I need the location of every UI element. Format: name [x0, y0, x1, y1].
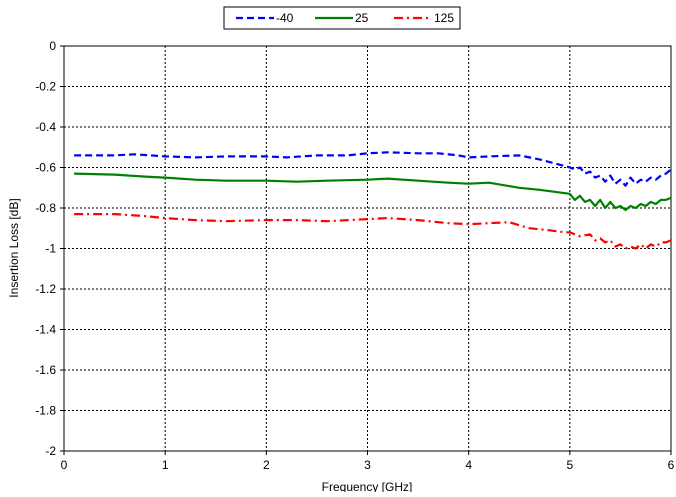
x-tick-labels: 0 1 2 3 4 5 6: [61, 451, 675, 472]
x-tick-label: 0: [61, 458, 68, 472]
y-tick-label: -1.8: [35, 404, 56, 418]
legend-label: -40: [276, 11, 294, 25]
series-line: [74, 172, 672, 212]
legend-label: 25: [355, 11, 369, 25]
y-tick-label: -1.2: [35, 282, 56, 296]
x-tick-label: 2: [263, 458, 270, 472]
series-line: [74, 151, 672, 187]
y-tick-label: -2: [45, 444, 56, 458]
y-tick-label: -0.8: [35, 201, 56, 215]
y-tick-label: -0.2: [35, 80, 56, 94]
x-tick-label: 4: [465, 458, 472, 472]
y-tick-labels: 0 -0.2 -0.4 -0.6 -0.8 -1 -1.2 -1.4 -1.6 -1.8 -2: [35, 39, 64, 458]
y-tick-label: -1.4: [35, 323, 56, 337]
y-tick-label: 0: [49, 39, 56, 53]
legend: -40 25 125: [223, 6, 461, 30]
x-tick-label: 5: [566, 458, 573, 472]
series-lines: [74, 151, 672, 250]
y-tick-label: -1: [45, 242, 56, 256]
x-tick-label: 1: [162, 458, 169, 472]
y-tick-label: -0.4: [35, 120, 56, 134]
legend-label: 125: [434, 11, 454, 25]
y-tick-label: -1.6: [35, 363, 56, 377]
x-tick-label: 6: [668, 458, 675, 472]
x-axis-label: Frequency [GHz]: [322, 480, 413, 492]
y-tick-label: -0.6: [35, 161, 56, 175]
y-axis-label: Insertion Loss [dB]: [7, 198, 21, 297]
x-tick-label: 3: [364, 458, 371, 472]
series-line: [74, 213, 672, 250]
